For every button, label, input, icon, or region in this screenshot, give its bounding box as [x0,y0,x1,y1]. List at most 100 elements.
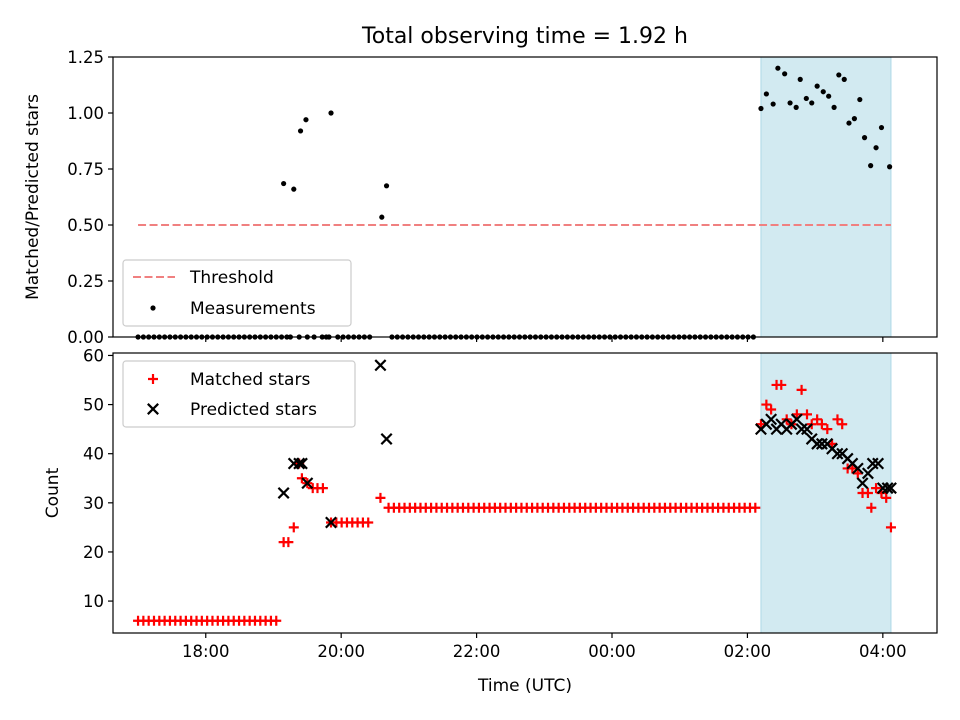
data-point [866,502,877,513]
data-point [277,487,290,499]
legend-matched-label: Matched stars [190,370,310,390]
data-point [293,457,306,470]
y-tick-label: 10 [83,592,104,611]
data-point [878,124,885,131]
data-point [797,76,803,82]
x-axis-label: Time (UTC) [477,676,572,696]
data-point [831,104,837,110]
data-point [379,214,385,220]
series-predicted-stars [277,359,897,529]
y-tick-label: 0.00 [67,328,104,347]
data-point [846,120,852,126]
axes-frame [112,352,938,634]
legend: Threshold Measurements [122,259,352,327]
legend-measurements-label: Measurements [190,299,316,319]
data-point [295,457,308,470]
x-tick-label: 02:00 [724,642,772,661]
data-point [862,488,873,498]
data-point [881,492,892,503]
y-tick-label: 40 [83,445,104,464]
data-point [288,522,299,533]
legend-threshold-label: Threshold [189,268,274,288]
data-point [820,89,826,95]
y-tick-label: 30 [83,494,104,513]
y-tick-label: 50 [83,396,104,415]
data-point [787,100,793,106]
data-point [317,483,328,494]
legend-measurements-swatch [150,305,156,311]
data-point [790,413,803,426]
data-point [826,93,832,99]
data-point [328,110,334,116]
legend-predicted-label: Predicted stars [190,400,317,420]
data-point [761,399,772,410]
x-tick-label: 20:00 [317,642,365,661]
data-point [837,419,848,430]
data-point [851,116,857,122]
data-point [857,96,863,103]
data-point [831,447,844,460]
data-point [375,492,386,503]
data-point [796,384,807,395]
data-point [884,482,897,495]
top-plot: 0.00 0.25 0.50 0.75 1.00 1.25 Matched/Predicte… [23,48,938,347]
data-point [770,101,776,107]
y-tick-label: 0.50 [67,216,104,235]
data-point [851,462,864,475]
legend-matched-swatch [148,374,158,384]
data-point [887,164,893,170]
y-tick-label: 0.25 [67,272,104,291]
x-tick-label: 18:00 [182,642,230,661]
data-point [363,517,374,528]
data-point [325,516,337,529]
data-point [775,65,781,71]
x-tick-label: 00:00 [588,642,636,661]
data-point [809,100,815,106]
data-point [766,404,777,415]
data-point [763,91,769,97]
y-axis-label: Count [43,467,63,518]
data-point [841,76,847,82]
data-point [871,483,882,494]
data-point [791,409,802,420]
data-point [383,183,390,189]
data-point [281,180,287,187]
data-point [750,502,761,513]
data-point [816,419,827,430]
data-point [758,105,764,112]
data-point [873,145,879,151]
data-point [881,482,894,495]
data-point [374,359,387,372]
plot-area [133,359,897,626]
shaded-span [760,56,892,338]
legend: Matched stars Predicted stars [122,360,356,428]
data-point [271,615,282,626]
x-tick-label: 22:00 [453,642,501,661]
y-tick-label: 60 [83,346,104,365]
data-point [801,423,813,436]
data-point [291,186,297,192]
data-point [885,522,896,533]
data-point [802,409,813,420]
y-tick-label: 1.00 [67,104,104,123]
data-point [297,128,304,134]
x-tick-label: 04:00 [859,642,907,661]
data-point [852,468,863,479]
y-tick-label: 1.25 [67,48,104,67]
plot-area [135,65,893,340]
data-point [765,413,778,426]
series-matched-stars [133,379,896,626]
series-measurements [135,65,893,340]
bottom-plot: 10 20 30 40 50 60 18:00 20:00 22:00 00:00 02:00 04:… [43,346,938,696]
data-point [832,414,843,425]
data-point [856,477,869,490]
data-point [303,117,309,123]
data-point [380,432,393,445]
legend-box [122,259,352,327]
data-point [811,437,824,450]
data-point [868,163,874,169]
data-point [861,467,874,480]
data-point [861,135,868,141]
data-point [847,463,858,474]
